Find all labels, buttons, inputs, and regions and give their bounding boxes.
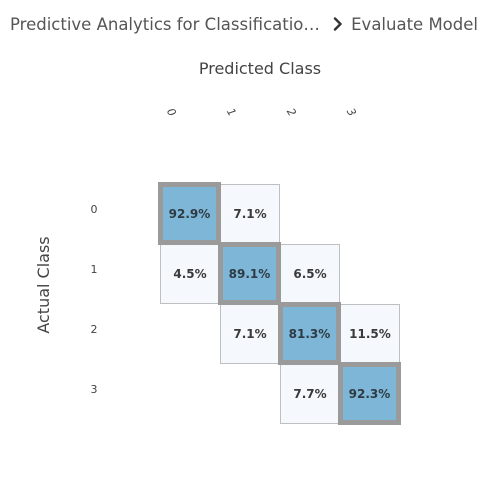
- matrix-cell-r2-c2: 81.3%: [278, 302, 341, 365]
- breadcrumb: Predictive Analytics for Classification …: [10, 12, 478, 36]
- matrix-cell-r3-c2: 7.7%: [280, 364, 340, 424]
- row-label-2: 2: [84, 323, 104, 339]
- breadcrumb-current: Evaluate Model: [351, 15, 478, 34]
- matrix-cell-r1-c1: 89.1%: [218, 242, 281, 305]
- row-label-0: 0: [84, 203, 104, 219]
- row-label-3: 3: [84, 383, 104, 399]
- matrix-cell-r1-c2: 6.5%: [280, 244, 340, 304]
- matrix-cell-r0-c0: 92.9%: [158, 182, 221, 245]
- col-label-1: 1: [218, 100, 242, 125]
- actual-class-title: Actual Class: [34, 225, 54, 345]
- row-label-1: 1: [84, 263, 104, 279]
- col-label-2: 2: [278, 100, 302, 125]
- predicted-class-title: Predicted Class: [160, 59, 360, 78]
- chevron-right-icon: [333, 17, 343, 31]
- matrix-cell-r2-c1: 7.1%: [220, 304, 280, 364]
- col-label-3: 3: [338, 100, 362, 125]
- matrix-cell-r3-c3: 92.3%: [338, 362, 401, 425]
- breadcrumb-parent-link[interactable]: Predictive Analytics for Classification …: [10, 15, 321, 34]
- matrix-cell-r1-c0: 4.5%: [160, 244, 220, 304]
- col-label-0: 0: [158, 100, 182, 125]
- matrix-cell-r0-c1: 7.1%: [220, 184, 280, 244]
- matrix-cell-r2-c3: 11.5%: [340, 304, 400, 364]
